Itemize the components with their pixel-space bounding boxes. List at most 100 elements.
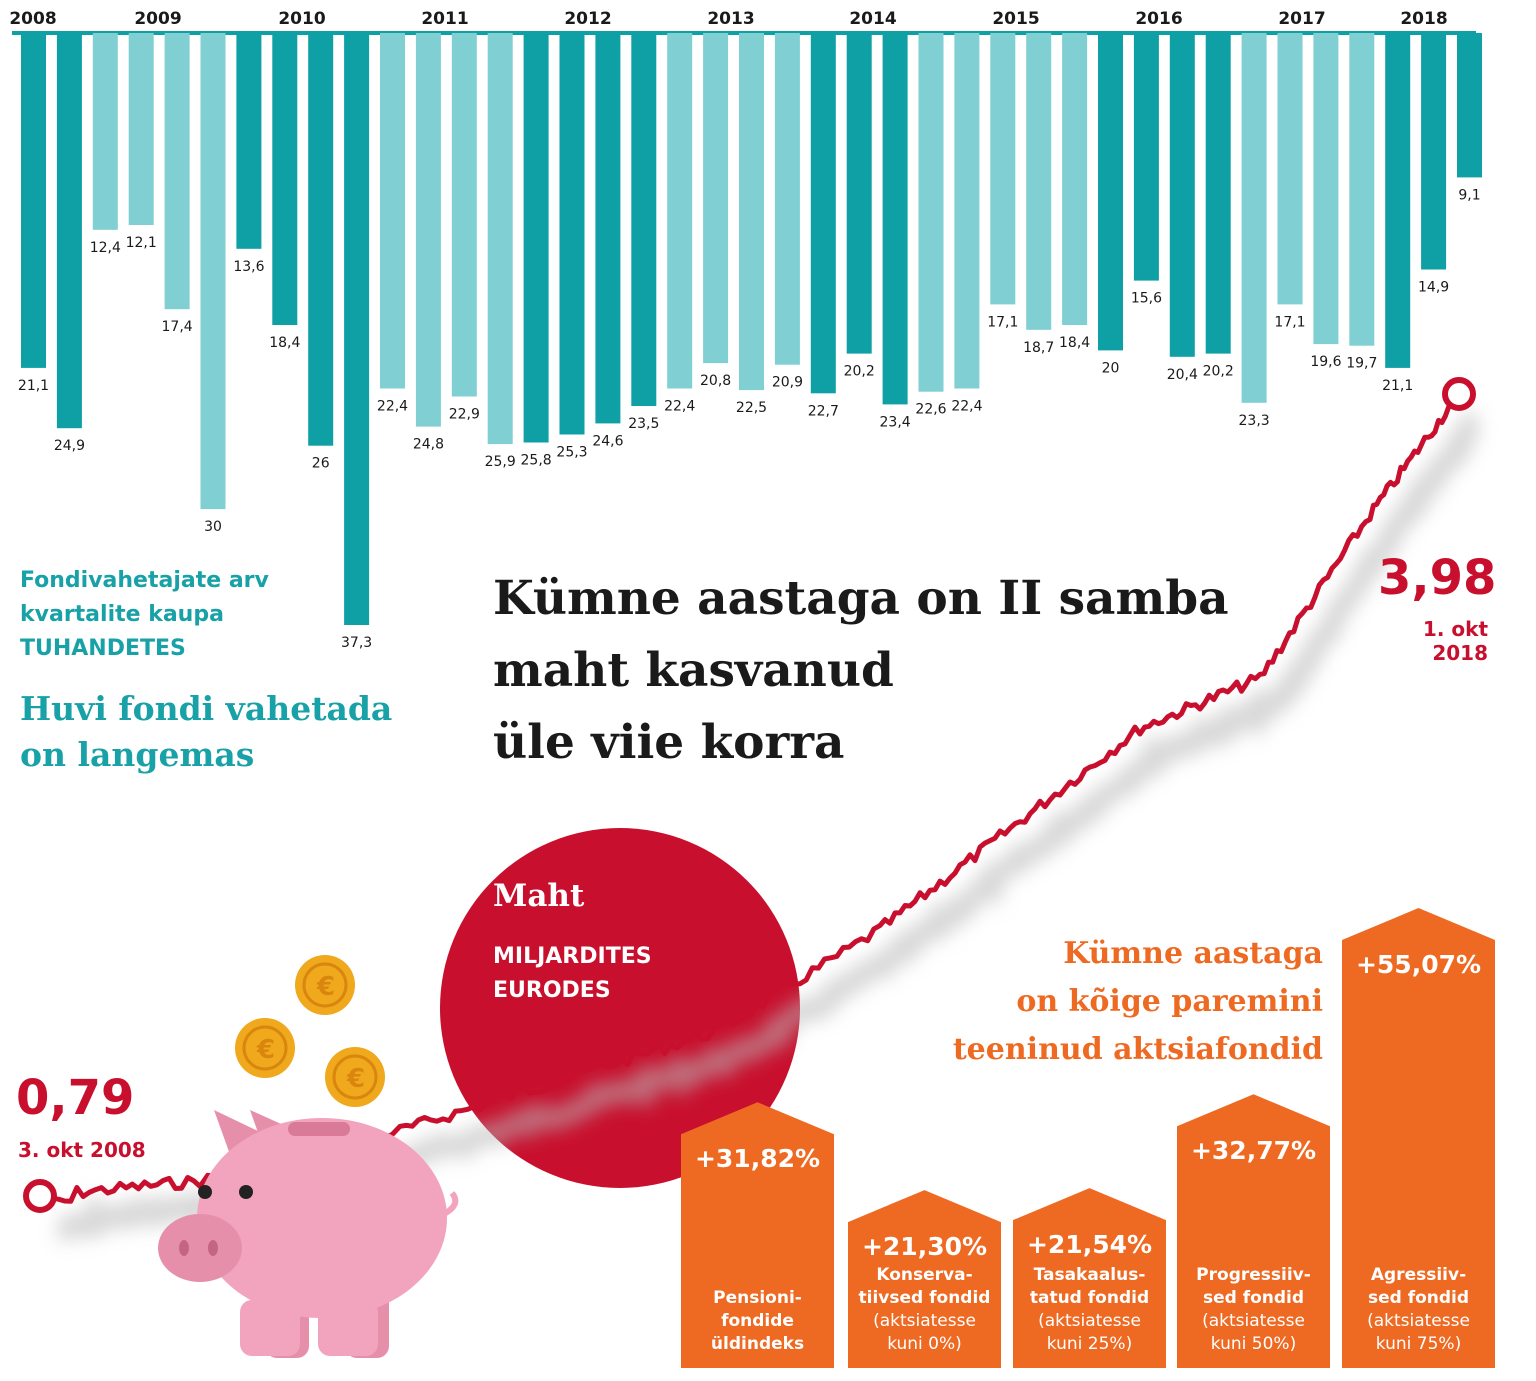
bar-switchers-33	[1205, 33, 1231, 354]
bar-value-label-6: 13,6	[233, 259, 264, 275]
bar-value-label-35: 17,1	[1274, 314, 1305, 330]
legend-line-2: kvartalite kaupa	[20, 602, 224, 627]
bar-switchers-19	[703, 33, 729, 364]
fund-bar-4	[1342, 908, 1495, 1368]
bar-chart-title: Huvi fondi vahetada on langemas	[20, 686, 400, 778]
bar-switchers-3	[128, 33, 154, 225]
svg-text:€: €	[346, 1064, 365, 1094]
bar-switchers-10	[380, 33, 405, 389]
funds-heading-line-1: Kümne aastaga	[1063, 936, 1323, 971]
bar-switchers-21	[774, 33, 800, 365]
bar-switchers-7	[272, 33, 298, 325]
bar-switchers-0	[21, 33, 46, 368]
bar-value-label-19: 20,8	[700, 373, 731, 389]
year-label-2012: 2012	[564, 9, 611, 29]
bar-value-label-5: 30	[204, 519, 222, 535]
bar-value-label-30: 20	[1102, 360, 1120, 376]
bar-switchers-35	[1277, 33, 1303, 305]
fund-bar-1	[848, 1190, 1001, 1368]
bar-switchers-13	[487, 33, 513, 445]
title-line-3: üle viie korra	[493, 715, 845, 770]
bar-switchers-8	[308, 33, 334, 446]
bar-switchers-9	[344, 33, 370, 625]
year-label-2017: 2017	[1278, 9, 1325, 29]
bar-switchers-15	[559, 33, 585, 435]
bar-switchers-29	[1062, 33, 1088, 325]
svg-text:€: €	[256, 1035, 275, 1065]
bar-switchers-17	[631, 33, 657, 406]
fund-value-4: +55,07%	[1355, 950, 1482, 979]
fund-value-3: +32,77%	[1190, 1136, 1317, 1166]
fund-label-2-1: tatud fondid	[1029, 1288, 1150, 1308]
bar-value-label-29: 18,4	[1059, 335, 1090, 351]
bar-switchers-6	[236, 33, 262, 249]
year-label-2016: 2016	[1135, 9, 1182, 29]
bar-value-label-17: 23,5	[628, 416, 659, 432]
bar-chart-legend: Fondivahetajate arv kvartalite kaupa TUH…	[20, 564, 350, 666]
fund-label-3-0: Progressiiv-	[1196, 1265, 1311, 1285]
bar-value-label-31: 15,6	[1131, 291, 1162, 307]
bar-value-label-18: 22,4	[664, 399, 695, 415]
fund-sublabel-1-0: (aktsiatesse	[873, 1311, 976, 1331]
bar-switchers-22	[810, 33, 836, 394]
bar-switchers-16	[595, 33, 621, 424]
year-label-2018: 2018	[1400, 9, 1447, 29]
year-label-2011: 2011	[421, 9, 468, 29]
bar-value-label-4: 17,4	[162, 319, 193, 335]
volume-start-date: 3. okt 2008	[18, 1138, 146, 1162]
fund-bar-3	[1177, 1094, 1330, 1368]
bar-value-label-39: 14,9	[1418, 280, 1449, 296]
bar-switchers-4	[164, 33, 190, 310]
year-label-2009: 2009	[134, 9, 181, 29]
fund-label-0-2: üldindeks	[710, 1334, 805, 1354]
year-label-2015: 2015	[992, 9, 1039, 29]
bar-chart-title-line-2: on langemas	[20, 735, 255, 774]
volume-start-value: 0,79	[16, 1070, 135, 1126]
bar-value-label-38: 21,1	[1382, 378, 1413, 394]
bar-switchers-39	[1421, 33, 1447, 270]
volume-line-end-marker	[1442, 377, 1476, 411]
fund-label-4-1: sed fondid	[1367, 1288, 1470, 1308]
bar-switchers-1	[56, 33, 82, 429]
bar-switchers-11	[415, 33, 441, 427]
funds-heading-line-2: on kõige paremini	[1016, 984, 1323, 1019]
volume-unit-line-1: MILJARDITES	[493, 944, 652, 969]
page-title: Kümne aastaga on II samba maht kasvanud …	[493, 563, 1273, 779]
volume-end-value: 3,98	[1378, 550, 1497, 606]
fund-value-2: +21,54%	[1026, 1230, 1153, 1260]
bar-value-label-40: 9,1	[1458, 187, 1480, 203]
fund-value-1: +21,30%	[861, 1232, 988, 1262]
piggy-bank-icon	[158, 1110, 459, 1358]
bar-switchers-34	[1241, 33, 1267, 403]
bar-value-label-20: 22,5	[736, 400, 767, 416]
fund-sublabel-2-0: (aktsiatesse	[1038, 1311, 1141, 1331]
volume-unit: MILJARDITES EURODES	[493, 940, 693, 1008]
legend-unit: TUHANDETES	[20, 636, 186, 661]
legend-line-1: Fondivahetajate arv	[20, 568, 269, 593]
bar-value-label-15: 25,3	[556, 445, 587, 461]
bar-switchers-31	[1133, 33, 1159, 281]
coin-icon: €	[235, 1018, 295, 1078]
fund-label-3-1: sed fondid	[1202, 1288, 1305, 1308]
fund-label-2-0: Tasakaalus-	[1033, 1265, 1146, 1285]
funds-heading: Kümne aastaga on kõige paremini teeninud…	[920, 930, 1323, 1074]
fund-sublabel-3-1: kuni 50%)	[1210, 1334, 1297, 1354]
title-line-1: Kümne aastaga on II samba	[493, 571, 1229, 626]
bar-value-label-37: 19,7	[1346, 356, 1377, 372]
bar-value-label-23: 20,2	[844, 364, 875, 380]
bar-switchers-40	[1457, 33, 1482, 178]
bar-value-label-3: 12,1	[126, 235, 157, 251]
bar-value-label-16: 24,6	[592, 433, 623, 449]
bar-switchers-25	[918, 33, 944, 392]
bar-value-label-28: 18,7	[1023, 340, 1054, 356]
bar-switchers-26	[954, 33, 980, 389]
bar-switchers-23	[846, 33, 872, 354]
bar-value-label-0: 21,1	[18, 378, 49, 394]
bar-value-label-25: 22,6	[915, 402, 946, 418]
bar-switchers-5	[200, 33, 226, 510]
bar-value-label-27: 17,1	[987, 314, 1018, 330]
bar-switchers-28	[1026, 33, 1052, 330]
coin-icon: €	[325, 1047, 385, 1107]
quarterly-switchers-bar-chart: 2008 2009 2010 2011 2012 2013 2014 2015 2016 2017…	[9, 9, 1482, 651]
funds-heading-line-3: teeninud aktsiafondid	[952, 1032, 1323, 1067]
